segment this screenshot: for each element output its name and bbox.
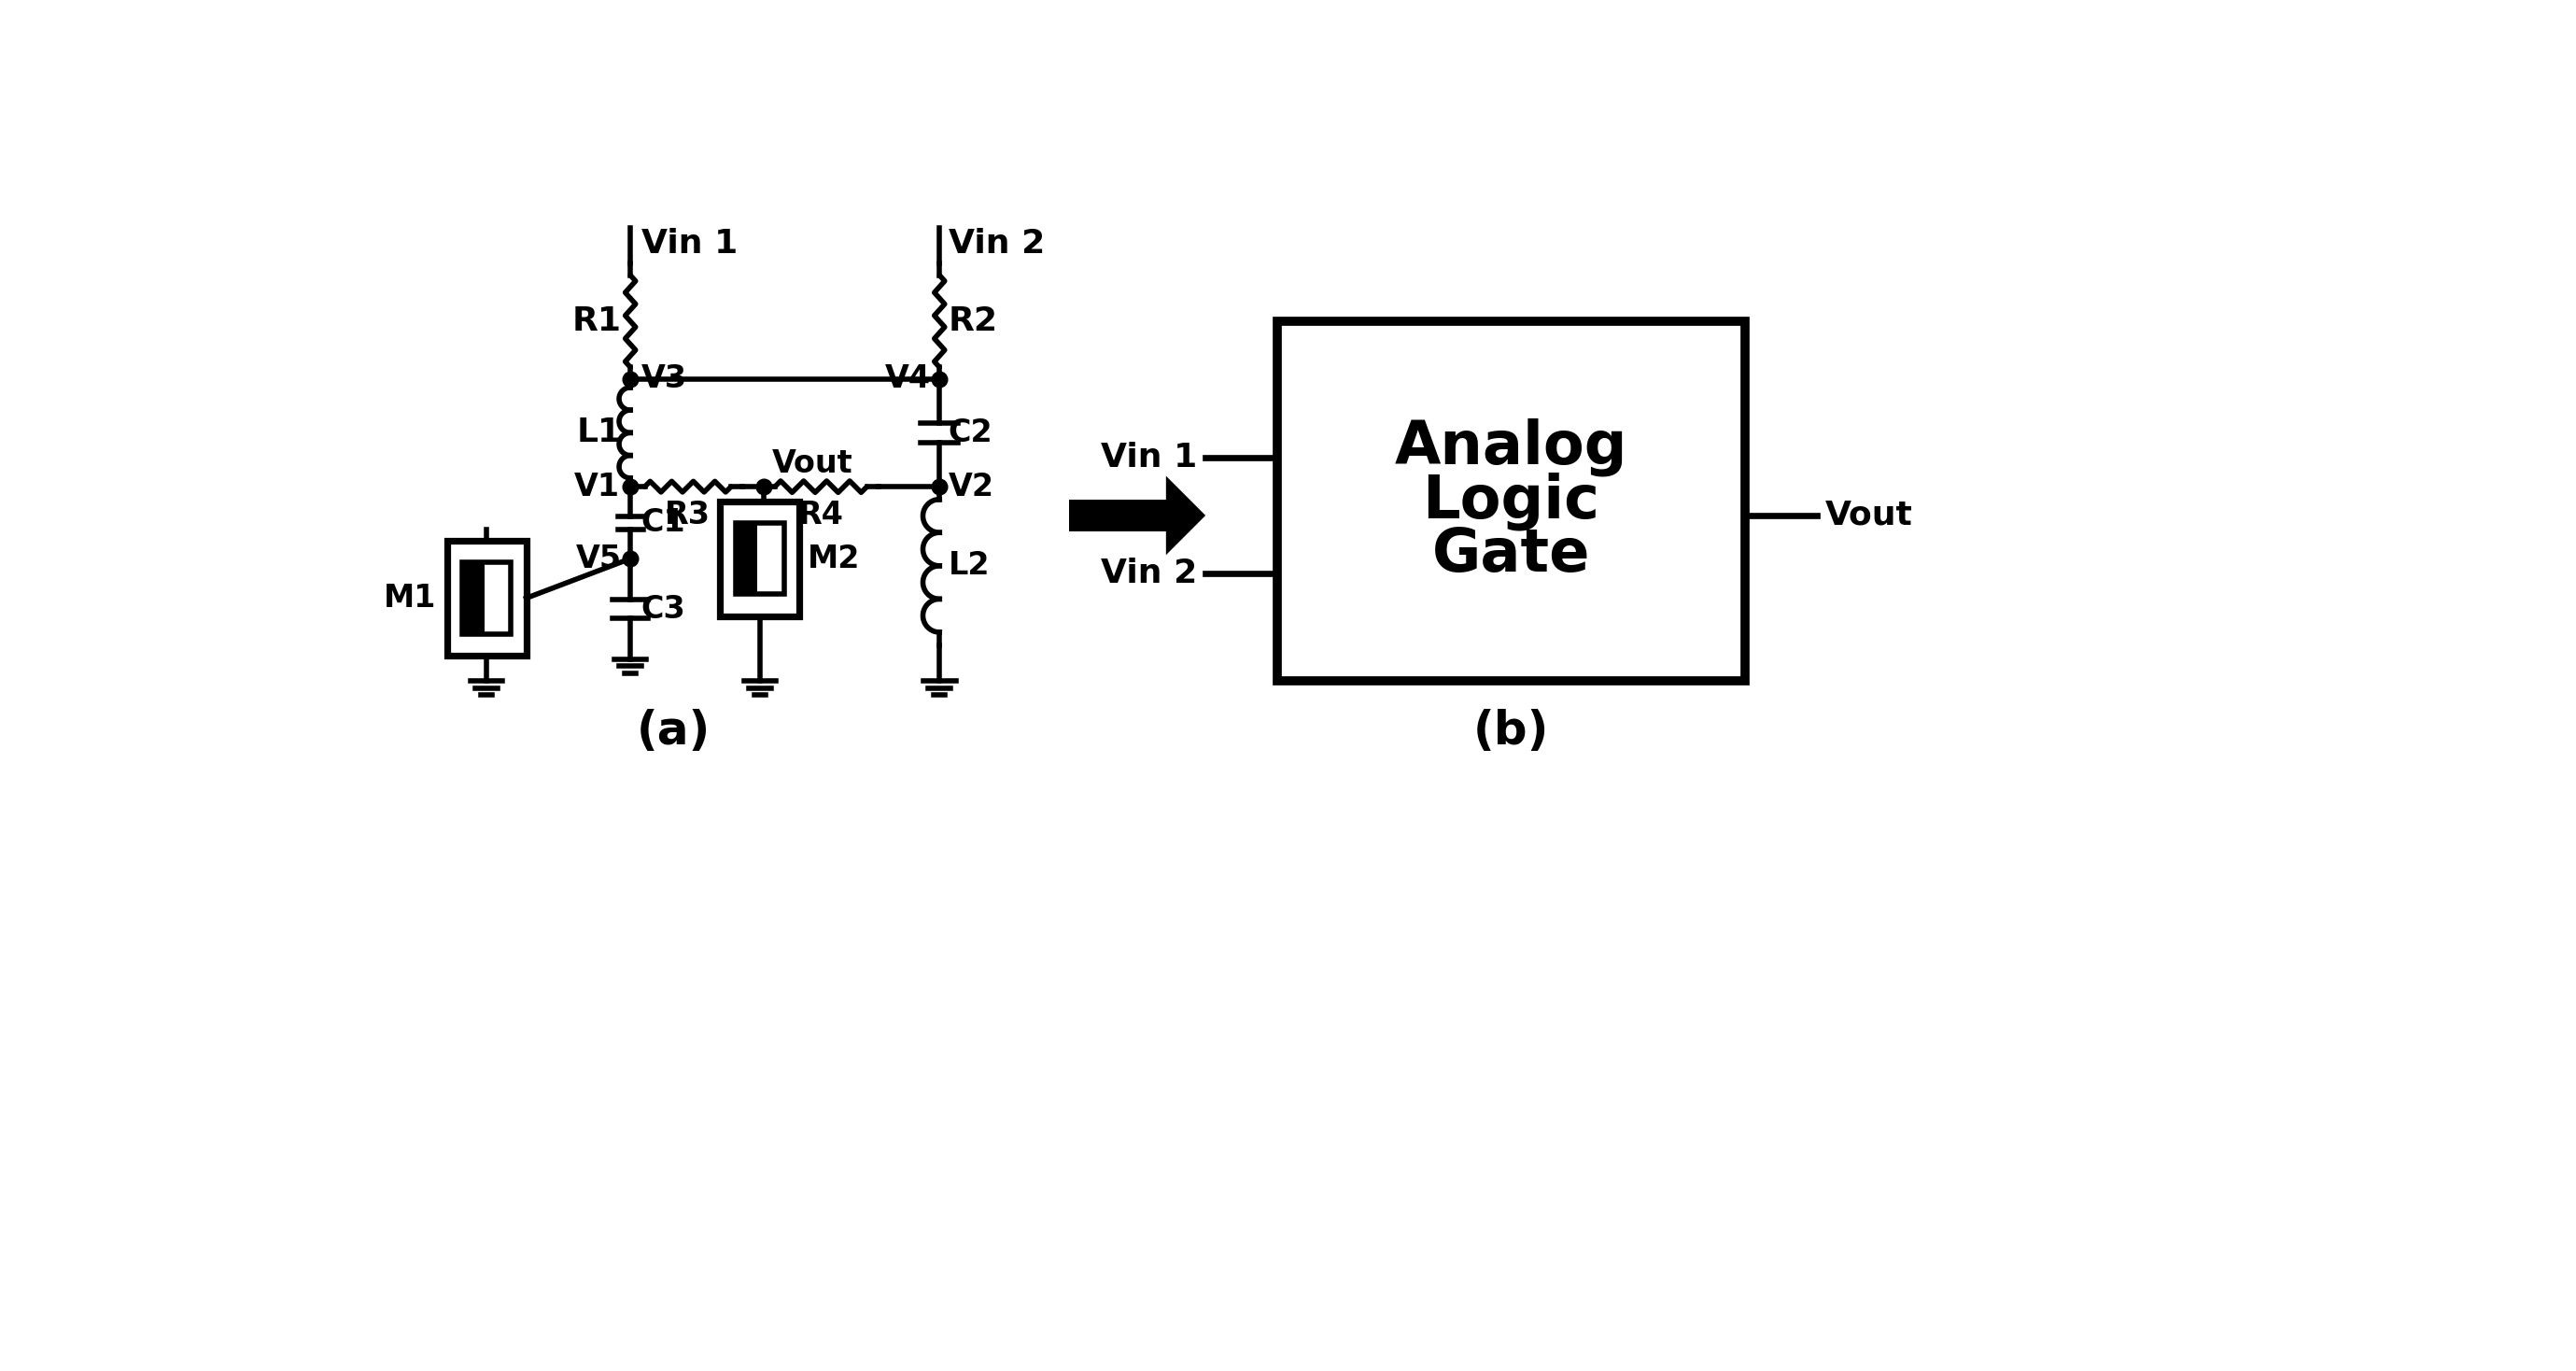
Text: Vout: Vout	[1826, 499, 1914, 532]
Bar	[721, 500, 799, 616]
Bar	[461, 562, 484, 633]
Text: Vin 1: Vin 1	[641, 228, 737, 259]
Text: (b): (b)	[1473, 709, 1548, 754]
Text: R3: R3	[665, 499, 711, 531]
Text: V5: V5	[577, 543, 621, 574]
Text: Analog: Analog	[1394, 418, 1628, 476]
Bar	[461, 562, 510, 633]
Bar	[1278, 321, 1744, 681]
Text: L1: L1	[577, 417, 621, 448]
Text: V2: V2	[948, 472, 994, 502]
Bar	[448, 540, 526, 655]
Text: R2: R2	[948, 306, 997, 337]
Text: L2: L2	[948, 550, 989, 581]
Text: R1: R1	[572, 306, 621, 337]
Text: M2: M2	[809, 543, 860, 574]
Text: Vout: Vout	[773, 448, 853, 480]
Text: Vin 2: Vin 2	[948, 228, 1043, 259]
Text: Logic: Logic	[1422, 472, 1600, 531]
Polygon shape	[1069, 499, 1167, 532]
Text: V3: V3	[641, 363, 688, 395]
Text: C3: C3	[641, 594, 685, 624]
Text: (a): (a)	[636, 709, 711, 754]
Text: V1: V1	[574, 472, 621, 502]
Text: M1: M1	[384, 583, 435, 614]
Text: C1: C1	[641, 507, 685, 537]
Text: Gate: Gate	[1432, 526, 1589, 584]
Text: R4: R4	[799, 499, 845, 531]
Bar	[734, 522, 757, 594]
Text: Vin 2: Vin 2	[1100, 557, 1198, 590]
Text: Vin 1: Vin 1	[1100, 441, 1198, 474]
Text: C2: C2	[948, 417, 992, 448]
Text: V4: V4	[886, 363, 930, 395]
Bar	[734, 522, 783, 594]
Polygon shape	[1167, 476, 1206, 555]
